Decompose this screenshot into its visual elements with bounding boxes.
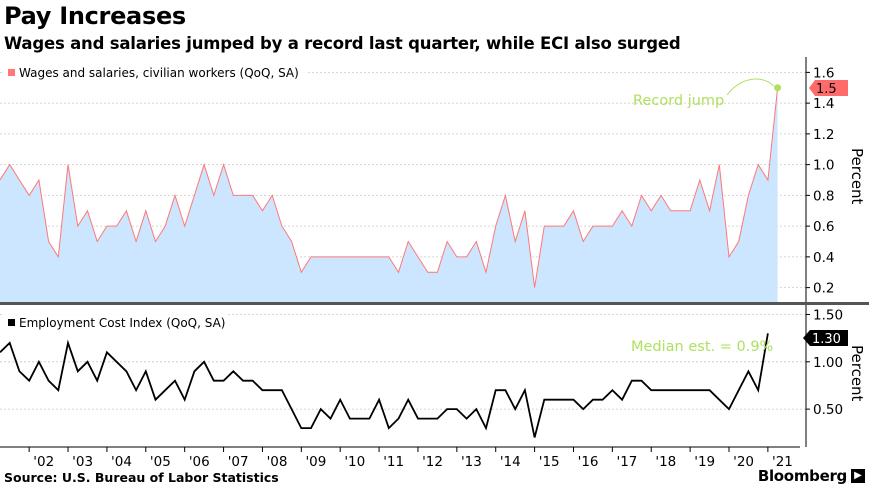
x-tick-label: '13 — [461, 454, 482, 470]
x-tick-label: '15 — [539, 454, 560, 470]
bottom-ytick-label: 0.50 — [813, 402, 843, 418]
top-ytick-label: 0.2 — [813, 281, 834, 297]
top-panel: 0.2 0.4 0.6 0.8 1.0 1.2 1.4 1.6 Wages and salar… — [0, 57, 866, 303]
record-jump-arrow — [726, 78, 774, 96]
bottom-ytick-label: 1.00 — [813, 355, 843, 371]
top-legend-label: Wages and salaries, civilian workers (Qo… — [19, 66, 299, 80]
x-tick-label: '19 — [694, 454, 715, 470]
record-jump-annotation: Record jump — [633, 93, 724, 109]
bottom-ylabel: Percent — [848, 345, 866, 402]
x-tick-label: '18 — [655, 454, 676, 470]
x-tick-label: '16 — [578, 454, 599, 470]
top-ytick-label: 1.4 — [813, 96, 834, 112]
chart-title: Pay Increases — [4, 2, 186, 30]
bloomberg-icon: ▶ — [851, 469, 865, 483]
x-tick-label: '10 — [344, 454, 365, 470]
eci-line — [0, 333, 769, 438]
x-tick-label: '14 — [500, 454, 521, 470]
x-tick-label: '09 — [305, 454, 326, 470]
top-ytick-label: 1.0 — [813, 158, 834, 174]
source-note: Source: U.S. Bureau of Labor Statistics — [4, 470, 279, 485]
median-estimate-annotation: Median est. = 0.9% — [631, 339, 773, 355]
bottom-last-value: 1.30 — [812, 332, 841, 347]
top-ytick-label: 1.6 — [813, 65, 834, 81]
top-legend-swatch — [8, 69, 15, 76]
chart-subtitle: Wages and salaries jumped by a record la… — [4, 34, 681, 53]
x-tick-label: '03 — [72, 454, 93, 470]
top-ylabel: Percent — [848, 148, 866, 205]
top-last-value-badge: 1.5 — [809, 80, 848, 97]
bottom-last-value-badge: 1.30 — [803, 330, 848, 347]
top-ytick-label: 0.6 — [813, 219, 834, 235]
bottom-legend-label: Employment Cost Index (QoQ, SA) — [19, 316, 225, 330]
bloomberg-logo: Bloomberg — [757, 467, 847, 485]
top-last-value: 1.5 — [816, 82, 837, 97]
x-tick-label: '12 — [422, 454, 443, 470]
wages-area — [0, 87, 778, 303]
bottom-legend: Employment Cost Index (QoQ, SA) — [2, 312, 226, 334]
x-tick-label: '17 — [616, 454, 637, 470]
x-tick-label: '07 — [228, 454, 249, 470]
bottom-legend-swatch — [8, 319, 15, 326]
x-tick-label: '21 — [772, 454, 793, 470]
x-tick-label: '11 — [383, 454, 404, 470]
top-legend: Wages and salaries, civilian workers (Qo… — [2, 62, 306, 84]
top-ytick-label: 0.8 — [813, 188, 834, 204]
x-tick-label: '05 — [150, 454, 171, 470]
x-tick-label: '08 — [267, 454, 288, 470]
x-tick-label: '06 — [189, 454, 210, 470]
record-jump-dot — [774, 84, 782, 92]
x-axis: '02 '03 '04 '05 '06 '07 '08 '09 '10 '11 '12 '13 '14 '… — [0, 446, 800, 470]
bottom-ytick-label: 1.50 — [813, 307, 843, 323]
x-tick-label: '20 — [733, 454, 754, 470]
top-ytick-label: 0.4 — [813, 250, 834, 266]
x-tick-label: '02 — [33, 454, 54, 470]
x-tick-label: '04 — [111, 454, 132, 470]
top-ytick-label: 1.2 — [813, 127, 834, 143]
wages-line — [0, 87, 779, 288]
bottom-panel: 0.50 1.00 1.50 Employment Cost Index (QoQ,… — [0, 305, 866, 447]
